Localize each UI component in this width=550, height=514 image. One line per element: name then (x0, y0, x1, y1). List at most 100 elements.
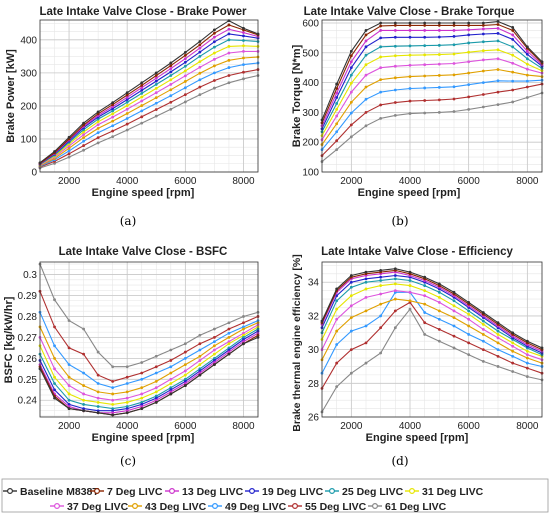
y-tick-label: 200 (302, 138, 319, 149)
data-point (82, 398, 85, 402)
data-point (242, 49, 245, 53)
data-point (227, 350, 231, 354)
data-point (140, 86, 144, 90)
data-point (140, 400, 144, 404)
series-line (39, 263, 259, 368)
series-line (39, 45, 259, 166)
data-point (183, 384, 187, 387)
plot-frame (321, 261, 543, 418)
data-point (364, 270, 368, 274)
series-line (321, 291, 543, 374)
legend-label: 61 Deg LIVC (385, 501, 447, 513)
data-point (423, 86, 427, 90)
data-point (452, 97, 456, 101)
data-point (408, 299, 412, 303)
data-point (496, 39, 500, 43)
series-line (321, 92, 543, 163)
data-point (82, 148, 85, 152)
data-point (67, 375, 71, 379)
data-point (364, 341, 368, 345)
data-point (67, 405, 71, 408)
data-point (183, 369, 187, 373)
data-point (96, 110, 100, 114)
x-tick-label: 8000 (516, 421, 539, 432)
data-point (140, 109, 144, 113)
data-point (198, 40, 202, 43)
data-point (511, 341, 515, 345)
data-point (364, 39, 368, 43)
data-point (213, 35, 216, 39)
data-point (140, 115, 144, 119)
data-point (183, 350, 187, 354)
data-point (183, 100, 187, 104)
y-tick-label: 100 (302, 168, 319, 179)
data-point (496, 329, 500, 333)
data-point (154, 87, 158, 90)
data-point (349, 60, 353, 64)
data-point (467, 21, 471, 25)
data-point (467, 108, 471, 111)
data-point (393, 289, 397, 293)
data-point (140, 95, 144, 99)
data-point (511, 70, 515, 74)
plot-area (322, 262, 542, 417)
data-point (496, 32, 500, 35)
data-point (452, 43, 456, 47)
data-point (423, 302, 427, 306)
data-point (227, 336, 231, 339)
data-point (408, 53, 412, 57)
data-point (140, 104, 144, 107)
data-point (140, 121, 144, 125)
data-point (213, 348, 216, 352)
data-point (96, 382, 100, 385)
data-point (335, 114, 339, 118)
data-point (154, 379, 158, 383)
data-point (111, 105, 115, 108)
data-point (481, 21, 485, 25)
data-point (198, 50, 202, 54)
series-line (321, 269, 543, 351)
data-point (393, 282, 397, 286)
data-point (227, 321, 231, 325)
data-point (242, 26, 245, 30)
plot-area (40, 20, 258, 172)
data-point (96, 396, 100, 400)
data-point (111, 112, 115, 116)
data-point (379, 351, 383, 355)
data-point (140, 371, 144, 375)
data-point (154, 114, 158, 118)
series-line (321, 268, 543, 349)
data-point (335, 87, 339, 90)
data-point (393, 297, 397, 301)
data-point (198, 363, 202, 367)
data-point (53, 367, 56, 371)
data-point (111, 379, 115, 383)
data-point (481, 333, 485, 336)
data-point (125, 375, 129, 379)
data-point (511, 26, 515, 29)
y-axis-label: BSFC [kg/kW/hr] (3, 296, 15, 383)
data-point (423, 294, 427, 298)
x-tick-label: 6000 (174, 176, 197, 187)
data-point (213, 28, 216, 32)
data-point (379, 55, 383, 59)
data-point (525, 375, 529, 378)
data-point (154, 76, 158, 80)
data-point (393, 44, 397, 48)
legend-label: 49 Deg LIVC (225, 501, 287, 513)
data-point (242, 327, 245, 331)
data-point (154, 83, 158, 86)
series-line (39, 330, 259, 412)
data-point (242, 56, 245, 60)
data-point (379, 284, 383, 287)
y-axis-label: Brake Power [kW] (5, 49, 17, 143)
data-point (198, 78, 202, 82)
data-point (364, 33, 368, 37)
data-point (496, 90, 500, 94)
series-line (39, 332, 259, 414)
data-point (111, 103, 115, 106)
data-point (125, 396, 129, 400)
series-line (321, 49, 543, 136)
data-point (154, 79, 158, 83)
data-point (227, 327, 231, 331)
